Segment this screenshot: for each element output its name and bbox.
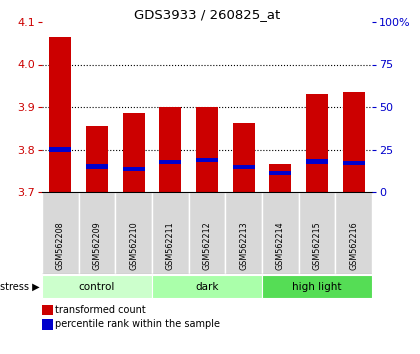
Bar <box>49 147 71 152</box>
Bar <box>49 37 71 192</box>
Bar <box>233 165 255 170</box>
Bar <box>306 159 328 164</box>
Bar <box>42 275 152 298</box>
Bar <box>159 160 181 164</box>
Text: GSM562212: GSM562212 <box>202 221 212 270</box>
Bar <box>196 158 218 162</box>
Text: GSM562211: GSM562211 <box>166 221 175 270</box>
Text: GSM562214: GSM562214 <box>276 221 285 270</box>
Bar <box>343 161 365 165</box>
Text: dark: dark <box>195 281 219 291</box>
Title: GDS3933 / 260825_at: GDS3933 / 260825_at <box>134 8 280 21</box>
Text: stress ▶: stress ▶ <box>0 281 40 291</box>
Bar <box>152 275 262 298</box>
Bar <box>299 192 335 274</box>
Bar <box>262 192 299 274</box>
Bar <box>159 107 181 192</box>
Bar <box>343 92 365 192</box>
Text: percentile rank within the sample: percentile rank within the sample <box>55 319 220 329</box>
Bar <box>196 107 218 192</box>
Text: transformed count: transformed count <box>55 305 145 315</box>
Bar <box>123 113 144 192</box>
Bar <box>123 166 144 171</box>
Bar <box>79 192 116 274</box>
Bar <box>116 192 152 274</box>
Text: GSM562210: GSM562210 <box>129 221 138 270</box>
Bar <box>86 164 108 169</box>
Bar <box>152 192 189 274</box>
Text: high light: high light <box>292 281 342 291</box>
Bar <box>233 123 255 192</box>
Bar <box>335 192 372 274</box>
Text: GSM562209: GSM562209 <box>92 221 102 270</box>
Text: GSM562215: GSM562215 <box>312 221 321 270</box>
Text: GSM562208: GSM562208 <box>56 221 65 270</box>
Bar <box>262 275 372 298</box>
Bar <box>306 94 328 192</box>
Bar <box>269 164 291 192</box>
Bar <box>269 171 291 175</box>
Bar <box>226 192 262 274</box>
Text: control: control <box>79 281 115 291</box>
Text: GSM562213: GSM562213 <box>239 221 248 270</box>
Bar <box>189 192 226 274</box>
Bar <box>42 192 79 274</box>
Text: GSM562216: GSM562216 <box>349 221 358 270</box>
Bar <box>86 126 108 192</box>
